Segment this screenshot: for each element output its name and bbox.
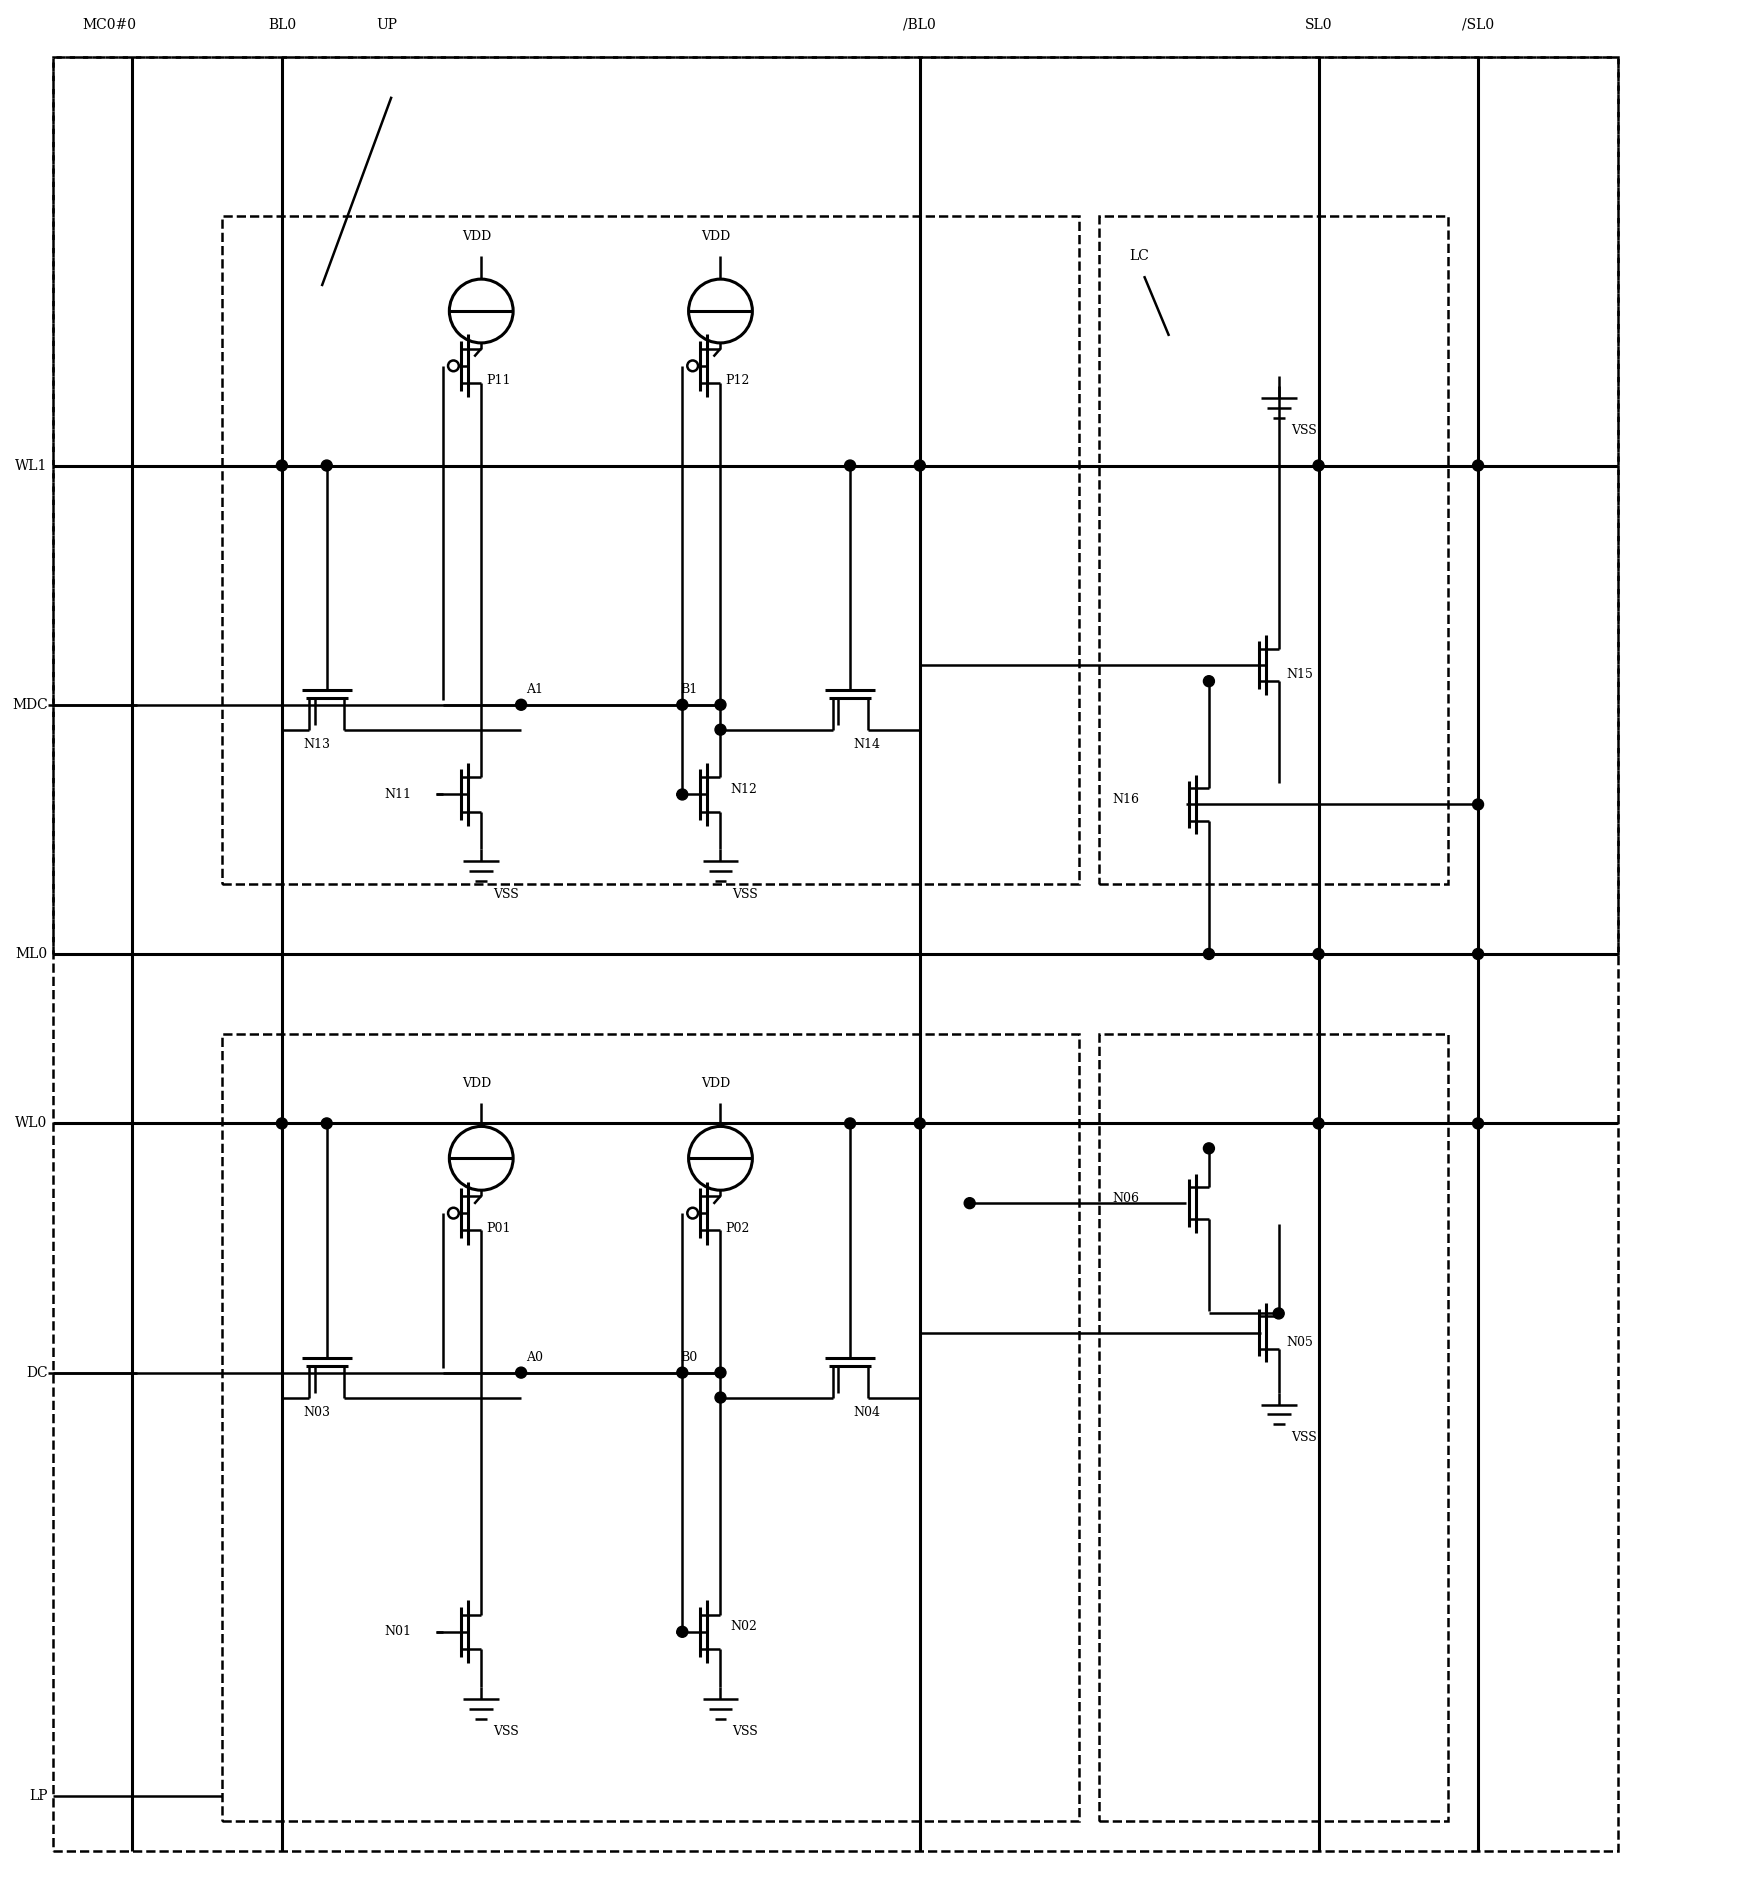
Text: N12: N12 — [730, 784, 758, 795]
Bar — [221, 217, 1080, 884]
Text: VSS: VSS — [732, 887, 758, 901]
Bar — [1099, 217, 1448, 884]
Circle shape — [845, 460, 855, 471]
Circle shape — [1313, 460, 1324, 471]
Text: LP: LP — [30, 1790, 47, 1803]
Text: N02: N02 — [730, 1620, 758, 1633]
Circle shape — [965, 1198, 976, 1210]
Text: N01: N01 — [385, 1626, 411, 1639]
Circle shape — [678, 699, 688, 710]
Circle shape — [714, 1392, 726, 1404]
Text: SL0: SL0 — [1305, 19, 1333, 32]
Bar — [1099, 1034, 1448, 1822]
Circle shape — [1273, 1307, 1284, 1319]
Text: N11: N11 — [385, 788, 411, 801]
Text: B1: B1 — [681, 684, 699, 697]
Text: N06: N06 — [1111, 1193, 1139, 1204]
Text: WL0: WL0 — [16, 1117, 47, 1130]
Text: VSS: VSS — [1291, 424, 1317, 437]
Text: B0: B0 — [681, 1351, 699, 1364]
Circle shape — [1472, 1117, 1484, 1129]
Circle shape — [678, 1626, 688, 1637]
Text: LC: LC — [1129, 249, 1150, 264]
Text: VSS: VSS — [732, 1726, 758, 1737]
Text: MC0#0: MC0#0 — [82, 19, 136, 32]
Circle shape — [1472, 460, 1484, 471]
Text: WL1: WL1 — [16, 458, 47, 473]
Text: VSS: VSS — [1291, 1432, 1317, 1443]
Circle shape — [915, 460, 925, 471]
Text: UP: UP — [376, 19, 397, 32]
Text: N05: N05 — [1287, 1336, 1313, 1349]
Text: N15: N15 — [1287, 669, 1313, 682]
Circle shape — [321, 1117, 333, 1129]
Circle shape — [277, 1117, 287, 1129]
Text: A1: A1 — [526, 684, 544, 697]
Circle shape — [714, 1368, 726, 1377]
Circle shape — [516, 1368, 526, 1377]
Text: N13: N13 — [303, 739, 331, 752]
Text: /SL0: /SL0 — [1462, 19, 1495, 32]
Circle shape — [845, 1117, 855, 1129]
Text: N14: N14 — [854, 739, 880, 752]
Text: VDD: VDD — [700, 230, 730, 243]
Text: DC: DC — [26, 1366, 47, 1379]
Text: N16: N16 — [1111, 793, 1139, 806]
Circle shape — [1472, 799, 1484, 810]
Circle shape — [678, 1368, 688, 1377]
Text: BL0: BL0 — [268, 19, 296, 32]
Circle shape — [678, 789, 688, 801]
Text: P02: P02 — [725, 1221, 749, 1234]
Text: VDD: VDD — [700, 1078, 730, 1091]
Circle shape — [1472, 948, 1484, 959]
Text: VSS: VSS — [493, 887, 519, 901]
Circle shape — [714, 723, 726, 735]
Text: P11: P11 — [486, 375, 510, 388]
Text: N04: N04 — [854, 1405, 880, 1419]
Circle shape — [277, 460, 287, 471]
Circle shape — [1313, 1117, 1324, 1129]
Circle shape — [1204, 676, 1214, 686]
Text: ML0: ML0 — [16, 948, 47, 961]
Circle shape — [714, 699, 726, 710]
Text: VDD: VDD — [462, 230, 491, 243]
Circle shape — [516, 699, 526, 710]
Circle shape — [1313, 948, 1324, 959]
Circle shape — [915, 1117, 925, 1129]
Circle shape — [1204, 1144, 1214, 1153]
Text: A0: A0 — [526, 1351, 544, 1364]
Text: VDD: VDD — [462, 1078, 491, 1091]
Bar — [52, 57, 1618, 953]
Text: P12: P12 — [725, 375, 749, 388]
Circle shape — [1204, 948, 1214, 959]
Bar — [221, 1034, 1080, 1822]
Text: VSS: VSS — [493, 1726, 519, 1737]
Circle shape — [321, 460, 333, 471]
Text: P01: P01 — [486, 1221, 510, 1234]
Text: N03: N03 — [303, 1405, 331, 1419]
Text: MDC: MDC — [12, 697, 47, 712]
Text: /BL0: /BL0 — [904, 19, 935, 32]
